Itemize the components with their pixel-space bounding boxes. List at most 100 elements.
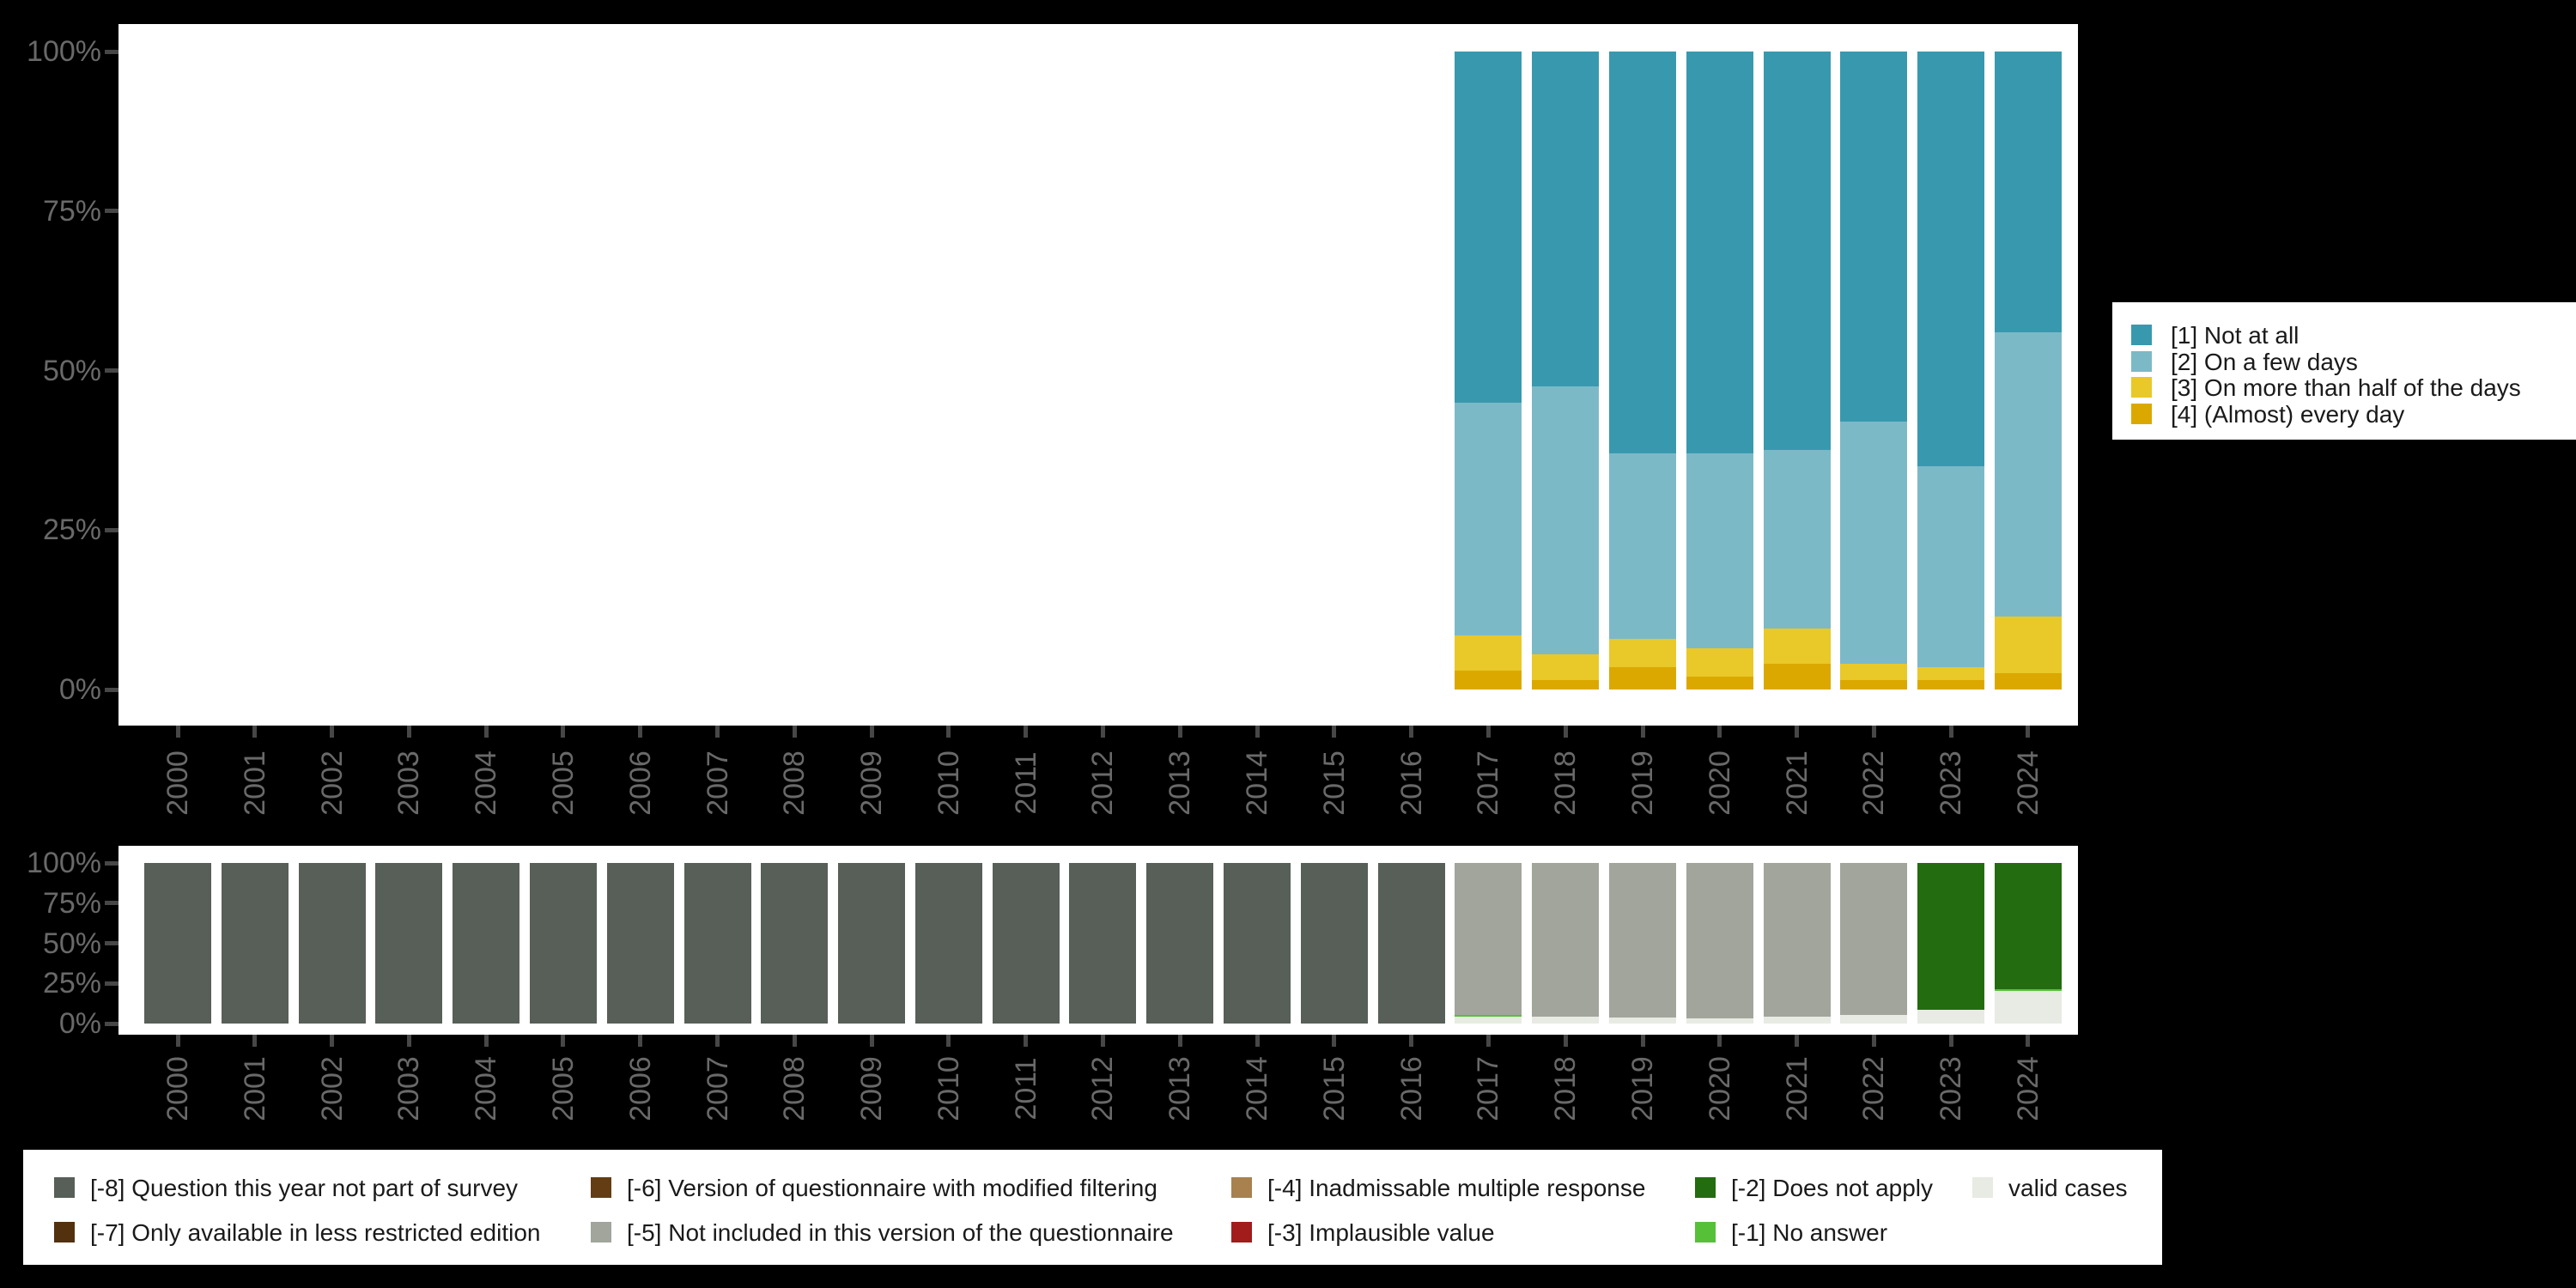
x-tick-label: 2012 xyxy=(1086,1056,1120,1121)
bar-segment-2023-3 xyxy=(1917,666,1985,680)
x-tick-label: 2004 xyxy=(470,1056,503,1121)
x-axis-tick xyxy=(1948,726,1953,738)
x-axis-tick xyxy=(792,726,797,738)
x-axis-tick xyxy=(1563,1035,1568,1047)
legend-color-swatch--5 xyxy=(591,1222,611,1242)
y-axis-tick xyxy=(105,527,118,532)
x-tick-label: 2001 xyxy=(238,1056,271,1121)
legend-color-swatch--8 xyxy=(54,1177,75,1198)
x-tick-label: 2016 xyxy=(1394,750,1428,816)
bar-segment-2021-3 xyxy=(1763,629,1831,665)
bar-segment-2021-4 xyxy=(1763,664,1831,690)
bar-segment-2021-2 xyxy=(1763,450,1831,629)
frequency-chart-plot xyxy=(118,24,2078,726)
x-tick-label: 2006 xyxy=(623,750,657,816)
x-tick-label: 2005 xyxy=(546,750,580,816)
bar-segment-2018-3 xyxy=(1532,654,1600,680)
bar-segment-2021-valid xyxy=(1763,1016,1831,1024)
x-axis-tick xyxy=(330,1035,335,1047)
x-tick-label: 2013 xyxy=(1163,1056,1197,1121)
x-tick-label: 2009 xyxy=(855,750,889,816)
x-axis-tick xyxy=(638,1035,643,1047)
legend-label-3: [3] On more than half of the days xyxy=(2171,374,2521,401)
x-tick-label: 2014 xyxy=(1241,750,1274,816)
x-axis-tick xyxy=(946,726,951,738)
legend-color-swatch-2 xyxy=(2131,350,2152,372)
bar-segment-2017--1 xyxy=(1455,1014,1522,1017)
bar-segment-2020-2 xyxy=(1686,453,1753,648)
x-tick-label: 2024 xyxy=(2011,750,2044,816)
y-axis-tick xyxy=(105,687,118,692)
x-axis-tick xyxy=(1177,726,1182,738)
legend-label--5: [-5] Not included in this version of the… xyxy=(627,1219,1174,1246)
x-tick-label: 2005 xyxy=(546,1056,580,1121)
y-tick-label: 100% xyxy=(27,35,101,68)
x-axis-tick xyxy=(638,726,643,738)
x-tick-label: 2003 xyxy=(392,750,426,816)
x-tick-label: 2014 xyxy=(1241,1056,1274,1121)
legend-label--7: [-7] Only available in less restricted e… xyxy=(90,1219,541,1246)
x-axis-tick xyxy=(483,1035,489,1047)
x-tick-label: 2018 xyxy=(1549,1056,1583,1121)
bar-segment-2018--5 xyxy=(1532,863,1600,1017)
bar-segment-2018-2 xyxy=(1532,386,1600,655)
x-axis-tick xyxy=(175,726,180,738)
x-tick-label: 2006 xyxy=(623,1056,657,1121)
bar-segment-2024-2 xyxy=(1994,331,2062,617)
x-axis-tick xyxy=(1409,1035,1414,1047)
y-tick-label: 50% xyxy=(42,354,101,387)
x-axis-tick xyxy=(330,726,335,738)
legend-color-swatch-valid xyxy=(1972,1177,1993,1198)
y-tick-label: 0% xyxy=(58,1007,101,1040)
x-axis-tick xyxy=(1255,726,1260,738)
y-tick-label: 100% xyxy=(27,847,101,879)
legend-label-valid: valid cases xyxy=(2008,1175,2128,1201)
bar-segment-2018-4 xyxy=(1532,679,1600,690)
bar-segment-2022-2 xyxy=(1840,421,1908,665)
x-axis-tick xyxy=(1640,1035,1645,1047)
x-axis-tick xyxy=(1717,1035,1722,1047)
bar-segment-2019-3 xyxy=(1609,638,1676,667)
y-tick-label: 0% xyxy=(58,673,101,706)
x-tick-label: 2009 xyxy=(855,1056,889,1121)
bar-segment-2017-4 xyxy=(1455,670,1522,690)
bar-segment-2024-3 xyxy=(1994,616,2062,674)
bar-segment-2024--1 xyxy=(1994,988,2062,991)
bar-segment-2001--8 xyxy=(221,863,289,1024)
x-tick-label: 2010 xyxy=(932,1056,965,1121)
bar-segment-2022-3 xyxy=(1840,664,1908,680)
legend-color-swatch-4 xyxy=(2131,403,2152,424)
bar-segment-2018-valid xyxy=(1532,1016,1600,1024)
x-axis-tick xyxy=(1717,726,1722,738)
bar-segment-2013--8 xyxy=(1146,863,1214,1024)
x-tick-label: 2011 xyxy=(1009,751,1042,815)
bar-segment-2023-4 xyxy=(1917,679,1985,690)
legend-label--3: [-3] Implausible value xyxy=(1267,1219,1495,1246)
legend-label--2: [-2] Does not apply xyxy=(1731,1175,1934,1201)
legend-label-4: [4] (Almost) every day xyxy=(2171,400,2405,428)
x-tick-label: 2011 xyxy=(1009,1057,1042,1121)
x-tick-label: 2001 xyxy=(238,750,271,816)
bar-segment-2020-3 xyxy=(1686,647,1753,677)
bar-segment-2023-valid xyxy=(1917,1010,1985,1024)
x-tick-label: 2015 xyxy=(1317,1056,1351,1121)
x-axis-tick xyxy=(792,1035,797,1047)
bar-segment-2024-valid xyxy=(1994,990,2062,1024)
bar-segment-2022-4 xyxy=(1840,679,1908,690)
x-tick-label: 2002 xyxy=(315,1056,349,1121)
y-axis-tick xyxy=(105,941,118,945)
x-axis-tick xyxy=(1024,1035,1029,1047)
legend-color-swatch--1 xyxy=(1695,1222,1716,1242)
bar-segment-2002--8 xyxy=(298,863,366,1024)
x-tick-label: 2000 xyxy=(161,1056,194,1121)
x-tick-label: 2024 xyxy=(2011,1056,2044,1121)
x-tick-label: 2019 xyxy=(1626,1056,1659,1121)
bar-segment-2020-1 xyxy=(1686,52,1753,454)
bar-segment-2021-1 xyxy=(1763,52,1831,451)
legend-label-1: [1] Not at all xyxy=(2171,322,2300,349)
bar-segment-2017-3 xyxy=(1455,635,1522,671)
x-tick-label: 2004 xyxy=(470,750,503,816)
legend-color-swatch--7 xyxy=(54,1222,75,1242)
x-axis-tick xyxy=(2026,726,2031,738)
bar-segment-2023-2 xyxy=(1917,465,1985,667)
